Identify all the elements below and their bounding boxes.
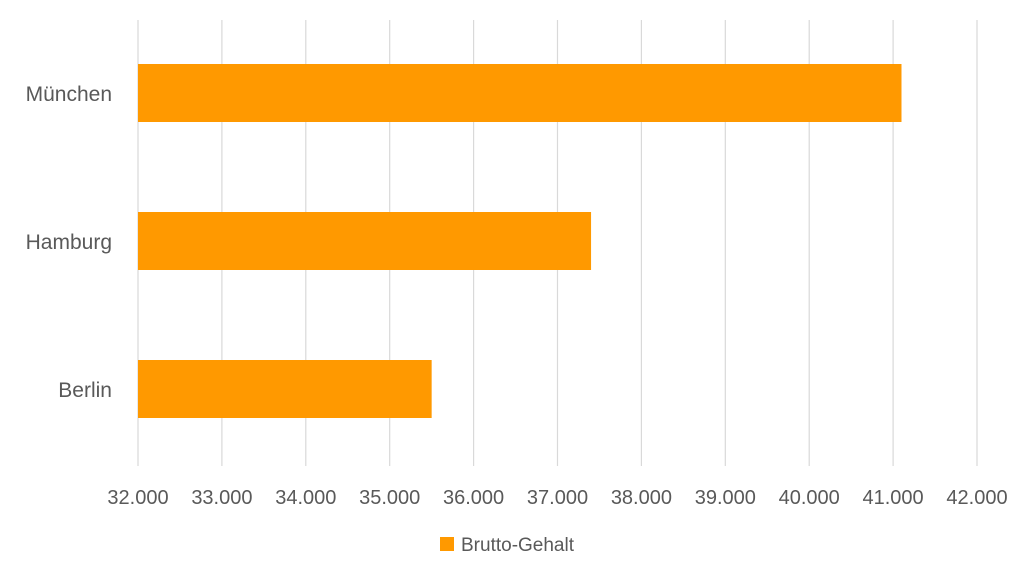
x-tick-label: 41.000 <box>863 487 924 509</box>
x-tick-label: 37.000 <box>527 487 588 509</box>
bar <box>138 64 902 122</box>
legend: Brutto-Gehalt <box>440 535 575 556</box>
bar <box>138 360 432 418</box>
x-tick-label: 36.000 <box>443 487 504 509</box>
category-label: München <box>26 83 112 106</box>
x-tick-label: 33.000 <box>191 487 252 509</box>
bar <box>138 212 592 270</box>
legend-swatch <box>440 537 454 551</box>
bars <box>138 64 902 418</box>
x-axis-tick-labels: 32.000 33.000 34.000 35.000 36.000 37.000 38.0… <box>107 487 1007 509</box>
x-tick-label: 32.000 <box>107 487 168 509</box>
category-label: Hamburg <box>26 231 112 254</box>
category-label: Berlin <box>58 379 112 402</box>
x-tick-label: 38.000 <box>611 487 672 509</box>
x-tick-label: 35.000 <box>359 487 420 509</box>
x-tick-label: 34.000 <box>275 487 336 509</box>
x-tick-label: 42.000 <box>946 487 1007 509</box>
y-axis-category-labels: München Hamburg Berlin <box>26 83 112 402</box>
legend-label: Brutto-Gehalt <box>461 535 575 556</box>
x-tick-label: 40.000 <box>779 487 840 509</box>
x-tick-label: 39.000 <box>695 487 756 509</box>
